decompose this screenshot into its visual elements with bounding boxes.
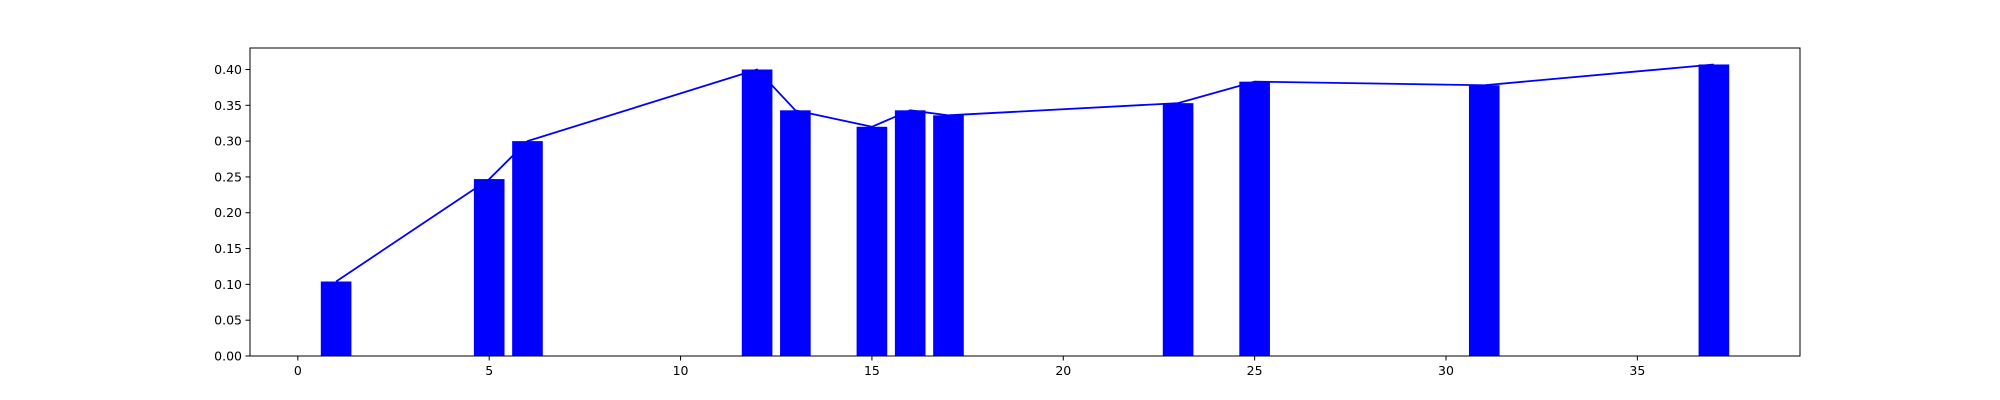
bar xyxy=(741,69,773,357)
x-tick-label: 0 xyxy=(294,363,302,378)
x-tick-label: 10 xyxy=(673,363,689,378)
x-tick-label: 25 xyxy=(1247,363,1263,378)
x-axis: 0 5 10 15 20 25 30 35 xyxy=(294,356,1645,378)
bar xyxy=(1468,85,1500,356)
x-tick-label: 30 xyxy=(1438,363,1454,378)
x-tick-label: 5 xyxy=(485,363,493,378)
y-tick-label: 0.30 xyxy=(214,134,242,149)
bars-layer xyxy=(320,64,1730,357)
bar xyxy=(320,281,352,356)
bar xyxy=(1239,81,1270,357)
y-tick-label: 0.20 xyxy=(214,205,242,220)
y-tick-label: 0.15 xyxy=(214,241,242,256)
y-tick-label: 0.05 xyxy=(214,313,242,328)
y-tick-label: 0.10 xyxy=(214,277,242,292)
y-tick-label: 0.25 xyxy=(214,169,242,184)
bar xyxy=(780,110,811,356)
y-tick-label: 0.40 xyxy=(214,62,242,77)
y-tick-label: 0.00 xyxy=(214,349,242,364)
bar xyxy=(933,115,964,356)
axes-frame xyxy=(249,47,1801,357)
bar xyxy=(512,141,543,356)
line-layer xyxy=(335,63,1714,283)
bar xyxy=(1162,103,1194,357)
bar xyxy=(1698,64,1730,356)
y-axis: 0.00 0.05 0.10 0.15 0.20 0.25 0.30 0.35 0.40 xyxy=(214,62,250,364)
bar xyxy=(473,179,505,356)
bar xyxy=(856,126,888,356)
y-tick-label: 0.35 xyxy=(214,98,242,113)
x-tick-label: 15 xyxy=(864,363,880,378)
x-tick-label: 20 xyxy=(1055,363,1071,378)
x-tick-label: 35 xyxy=(1629,363,1645,378)
bar xyxy=(894,110,926,356)
series-line xyxy=(335,63,1714,283)
